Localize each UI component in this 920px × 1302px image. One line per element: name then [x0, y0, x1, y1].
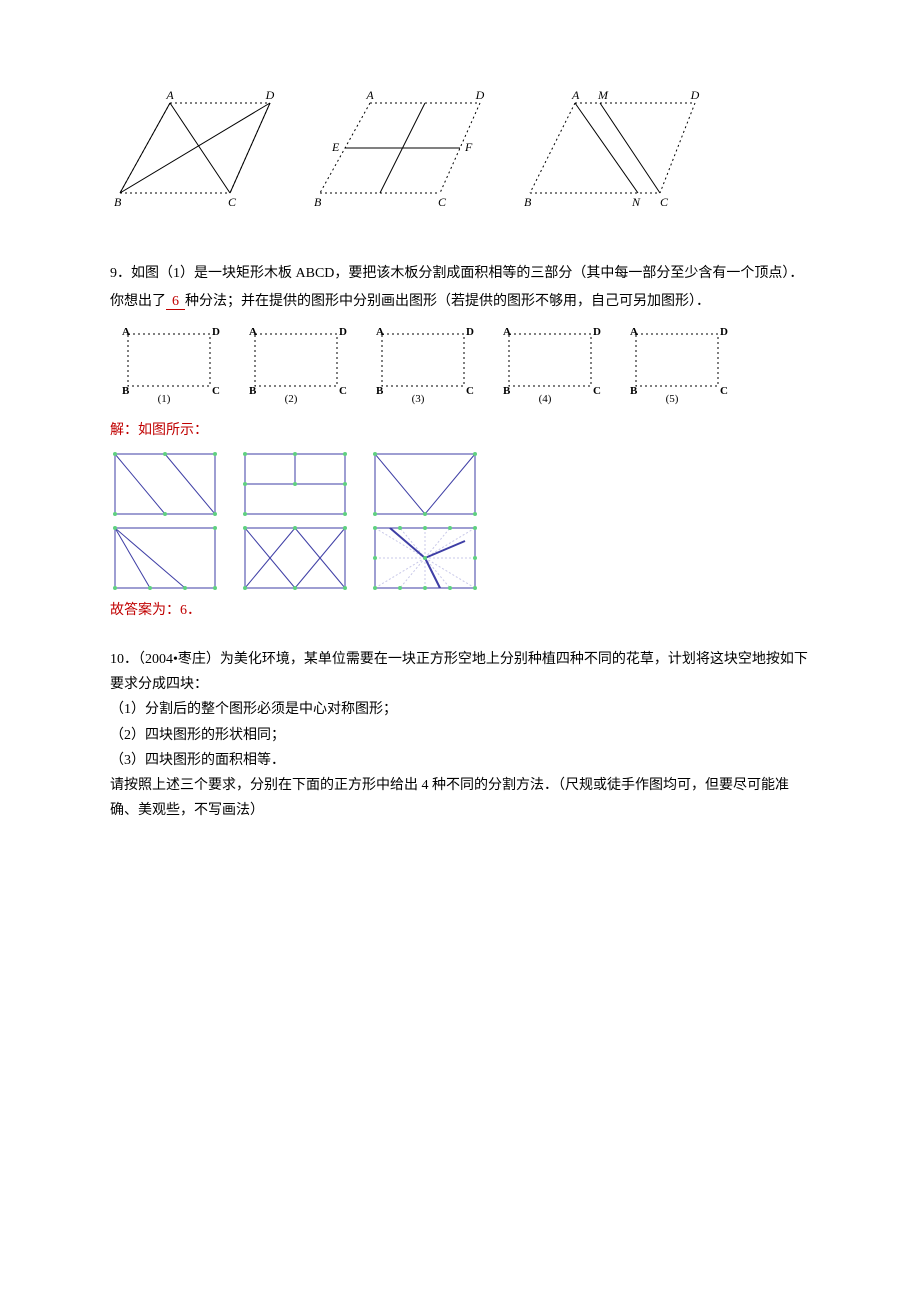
svg-text:A: A [630, 326, 638, 338]
q9-answer: 6 [166, 294, 185, 310]
parallelogram-3: A M D B N C [520, 88, 710, 218]
svg-text:D: D [466, 326, 474, 338]
svg-text:E: E [331, 140, 340, 154]
svg-text:D: D [720, 326, 728, 338]
svg-text:(1): (1) [158, 393, 171, 405]
svg-text:B: B [114, 195, 122, 209]
svg-text:A: A [365, 88, 374, 102]
svg-text:B: B [630, 385, 638, 397]
svg-text:M: M [597, 88, 609, 102]
q10-head: 10．（2004•枣庄）为美化环境，某单位需要在一块正方形空地上分别种植四种不同… [110, 647, 810, 697]
svg-text:B: B [249, 385, 257, 397]
svg-text:C: C [593, 385, 601, 397]
sol-5 [240, 523, 350, 593]
q9-solution-header: 解：如图所示： [110, 417, 810, 445]
q9-blank-rects: A D B C (1) A D B C (2) A D B C (3) A D … [110, 322, 810, 407]
q9-label: 9 [110, 266, 117, 281]
svg-text:D: D [690, 88, 700, 102]
q9-sols-row1 [110, 449, 810, 519]
svg-text:C: C [660, 195, 669, 209]
q10-label: 10 [110, 652, 124, 667]
svg-text:F: F [464, 140, 473, 154]
sol-2 [240, 449, 350, 519]
sol-1 [110, 449, 220, 519]
q10-c1: （1）分割后的整个图形必须是中心对称图形； [110, 697, 810, 722]
svg-text:A: A [376, 326, 384, 338]
q10-c2: （2）四块图形的形状相同； [110, 723, 810, 748]
svg-text:A: A [122, 326, 130, 338]
sol-6 [370, 523, 480, 593]
parallelogram-1: A D B C [110, 88, 290, 218]
q10-tail: 请按照上述三个要求，分别在下面的正方形中给出 4 种不同的分割方法．（尺规或徒手… [110, 773, 810, 823]
svg-text:A: A [503, 326, 511, 338]
svg-text:C: C [438, 195, 447, 209]
svg-text:C: C [720, 385, 728, 397]
svg-text:B: B [122, 385, 130, 397]
svg-text:A: A [249, 326, 257, 338]
svg-text:(5): (5) [666, 393, 679, 405]
q9-solution-footer: 故答案为：6． [110, 597, 810, 625]
svg-text:C: C [212, 385, 220, 397]
svg-text:(2): (2) [285, 393, 298, 405]
svg-text:D: D [212, 326, 220, 338]
rect-4: A D B C (4) [491, 322, 606, 407]
svg-text:C: C [228, 195, 237, 209]
svg-text:(3): (3) [412, 393, 425, 405]
q9-text-b: 种分法；并在提供的图形中分别画出图形（若提供的图形不够用，自己可另加图形）． [185, 294, 710, 309]
q9-sols-row2 [110, 523, 810, 593]
svg-text:A: A [571, 88, 580, 102]
svg-text:D: D [593, 326, 601, 338]
svg-text:(4): (4) [539, 393, 552, 405]
svg-text:C: C [339, 385, 347, 397]
q10-c3: （3）四块图形的面积相等． [110, 748, 810, 773]
rect-5: A D B C (5) [618, 322, 733, 407]
svg-text:A: A [165, 88, 174, 102]
rect-3: A D B C (3) [364, 322, 479, 407]
svg-text:C: C [466, 385, 474, 397]
rect-2: A D B C (2) [237, 322, 352, 407]
rect-1: A D B C (1) [110, 322, 225, 407]
svg-text:B: B [314, 195, 322, 209]
svg-text:N: N [631, 195, 641, 209]
sol-3 [370, 449, 480, 519]
svg-text:D: D [339, 326, 347, 338]
sol-4 [110, 523, 220, 593]
svg-text:B: B [524, 195, 532, 209]
q8-figures: A D B C A D B C E F A M D B [110, 88, 810, 218]
svg-text:B: B [376, 385, 384, 397]
svg-text:D: D [475, 88, 485, 102]
parallelogram-2: A D B C E F [310, 88, 500, 218]
svg-text:D: D [265, 88, 275, 102]
q9-text: 9．如图（1）是一块矩形木板 ABCD，要把该木板分割成面积相等的三部分（其中每… [110, 260, 810, 316]
svg-text:B: B [503, 385, 511, 397]
